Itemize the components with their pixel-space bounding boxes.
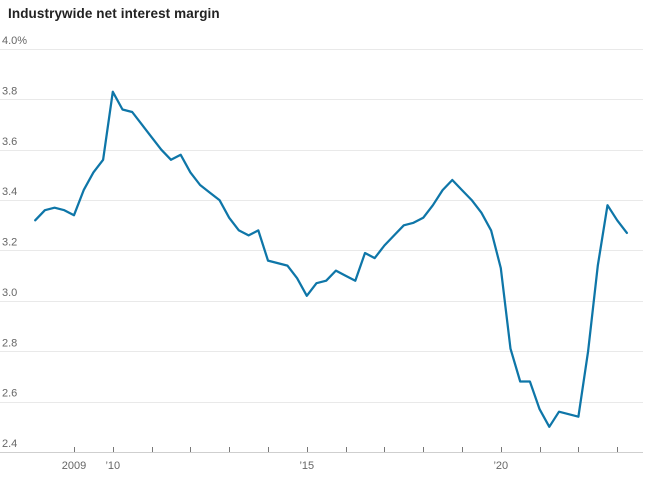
nim-data-line <box>34 90 629 428</box>
y-axis-label: 2.4 <box>2 438 17 450</box>
x-axis-label: ’15 <box>299 460 314 472</box>
chart-title: Industrywide net interest margin <box>8 6 220 21</box>
y-axis-label: 3.0 <box>2 287 17 299</box>
y-axis-label: 3.8 <box>2 85 17 97</box>
y-axis-label: 3.2 <box>2 237 17 249</box>
y-axis-label: 3.6 <box>2 136 17 148</box>
y-axis-label: 4.0% <box>2 35 27 47</box>
y-axis-label: 2.8 <box>2 337 17 349</box>
y-axis-label: 2.6 <box>2 388 17 400</box>
x-axis-label: ’10 <box>105 460 120 472</box>
x-axis-label: ’20 <box>493 460 508 472</box>
y-axis-label: 3.4 <box>2 186 17 198</box>
x-axis-label: 2009 <box>62 460 86 472</box>
